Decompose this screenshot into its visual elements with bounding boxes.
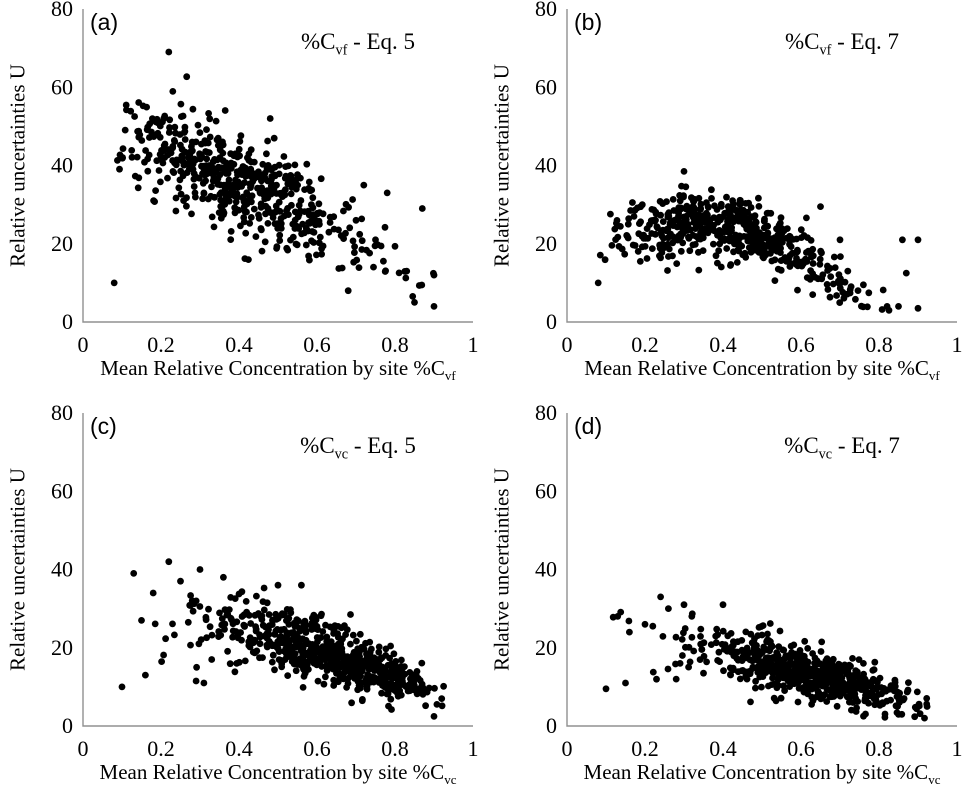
- y-axis-title: Relative uncertainties U: [5, 468, 30, 671]
- y-tick-label: 0: [546, 713, 557, 738]
- x-tick-label: 0: [78, 332, 89, 357]
- y-tick-label: 20: [51, 231, 73, 256]
- x-tick-label: 0.8: [865, 332, 893, 357]
- x-tick-label: 0.6: [303, 332, 331, 357]
- y-axis-title: Relative uncertainties U: [5, 64, 30, 267]
- axis-lines: [566, 413, 957, 727]
- panel-title: %Cvc - Eq. 7: [784, 433, 900, 463]
- x-tick-label: 0.2: [147, 332, 175, 357]
- y-tick-label: 80: [535, 400, 557, 425]
- x-axis-title: Mean Relative Concentration by site %Cvf: [584, 356, 940, 384]
- x-tick-label: 0.6: [787, 736, 815, 761]
- y-axis-title: Relative uncertainties U: [489, 468, 514, 671]
- y-tick-label: 20: [535, 231, 557, 256]
- scatter-plot-c: 0 0.2 0.4 0.6 0.8 1 0 20 40 60 80: [51, 400, 479, 761]
- x-tick-label: 1: [952, 736, 963, 761]
- scatter-plot-a: 0 0.2 0.4 0.6 0.8 1 0 20 40 60 80: [51, 0, 479, 357]
- x-tick-label: 0.6: [787, 332, 815, 357]
- panel-title: %Cvf - Eq. 5: [300, 29, 416, 59]
- panel-letter: (b): [574, 9, 603, 35]
- x-tick-label: 0.8: [865, 736, 893, 761]
- x-tick-label: 0.4: [225, 736, 253, 761]
- panel-letter: (d): [574, 413, 603, 439]
- x-tick-label: 0: [78, 736, 89, 761]
- scatter-points: [110, 48, 438, 310]
- panel-letter: (a): [90, 9, 119, 35]
- y-tick-label: 60: [51, 478, 73, 503]
- x-axis-title: Mean Relative Concentration by site %Cvc: [583, 760, 941, 788]
- x-tick-label: 0.4: [709, 332, 737, 357]
- x-tick-label: 0.4: [225, 332, 253, 357]
- scatter-plot-b: 0 0.2 0.4 0.6 0.8 1 0 20 40 60 80: [535, 0, 963, 357]
- y-tick-label: 20: [535, 635, 557, 660]
- x-tick-label: 1: [952, 332, 963, 357]
- panel-title: %Cvf - Eq. 7: [784, 29, 900, 59]
- panel-letter: (c): [90, 413, 117, 439]
- y-tick-label: 60: [51, 74, 73, 99]
- y-tick-label: 60: [535, 74, 557, 99]
- x-tick-label: 0.6: [303, 736, 331, 761]
- panel-c: 0 0.2 0.4 0.6 0.8 1 0 20 40 60 80 Relative uncerta…: [0, 400, 483, 788]
- y-tick-label: 40: [51, 153, 73, 178]
- axis-lines: [82, 9, 473, 323]
- panel-d: 0 0.2 0.4 0.6 0.8 1 0 20 40 60 80 Relative uncerta…: [484, 400, 967, 788]
- y-tick-label: 20: [51, 635, 73, 660]
- x-tick-label: 0.8: [381, 332, 409, 357]
- x-tick-label: 0: [562, 332, 573, 357]
- x-tick-label: 0.2: [631, 736, 659, 761]
- y-tick-label: 0: [546, 309, 557, 334]
- axis-lines: [566, 9, 957, 323]
- y-tick-label: 80: [51, 400, 73, 425]
- y-tick-label: 80: [535, 0, 557, 21]
- y-tick-label: 40: [51, 557, 73, 582]
- scatter-points: [118, 558, 447, 720]
- scatter-plot-d: 0 0.2 0.4 0.6 0.8 1 0 20 40 60 80: [535, 400, 963, 761]
- panel-b: 0 0.2 0.4 0.6 0.8 1 0 20 40 60 80 Relative uncerta…: [484, 0, 967, 400]
- x-tick-label: 0.4: [709, 736, 737, 761]
- x-tick-label: 0.2: [147, 736, 175, 761]
- panel-a: 0 0.2 0.4 0.6 0.8 1 0 20 40 60 80 Relative uncerta…: [0, 0, 483, 400]
- y-tick-label: 0: [62, 713, 73, 738]
- scatter-points: [594, 168, 922, 314]
- x-tick-label: 0.8: [381, 736, 409, 761]
- x-axis-title: Mean Relative Concentration by site %Cvf: [100, 356, 456, 384]
- x-axis-title: Mean Relative Concentration by site %Cvc: [99, 760, 457, 788]
- y-tick-label: 40: [535, 153, 557, 178]
- y-tick-label: 0: [62, 309, 73, 334]
- x-tick-label: 0: [562, 736, 573, 761]
- scatter-points: [602, 593, 931, 722]
- x-tick-label: 1: [468, 736, 479, 761]
- x-tick-label: 1: [468, 332, 479, 357]
- x-tick-label: 0.2: [631, 332, 659, 357]
- y-tick-label: 40: [535, 557, 557, 582]
- axis-lines: [82, 413, 473, 727]
- y-tick-label: 60: [535, 478, 557, 503]
- panel-title: %Cvc - Eq. 5: [300, 433, 416, 463]
- y-axis-title: Relative uncertainties U: [489, 64, 514, 267]
- y-tick-label: 80: [51, 0, 73, 21]
